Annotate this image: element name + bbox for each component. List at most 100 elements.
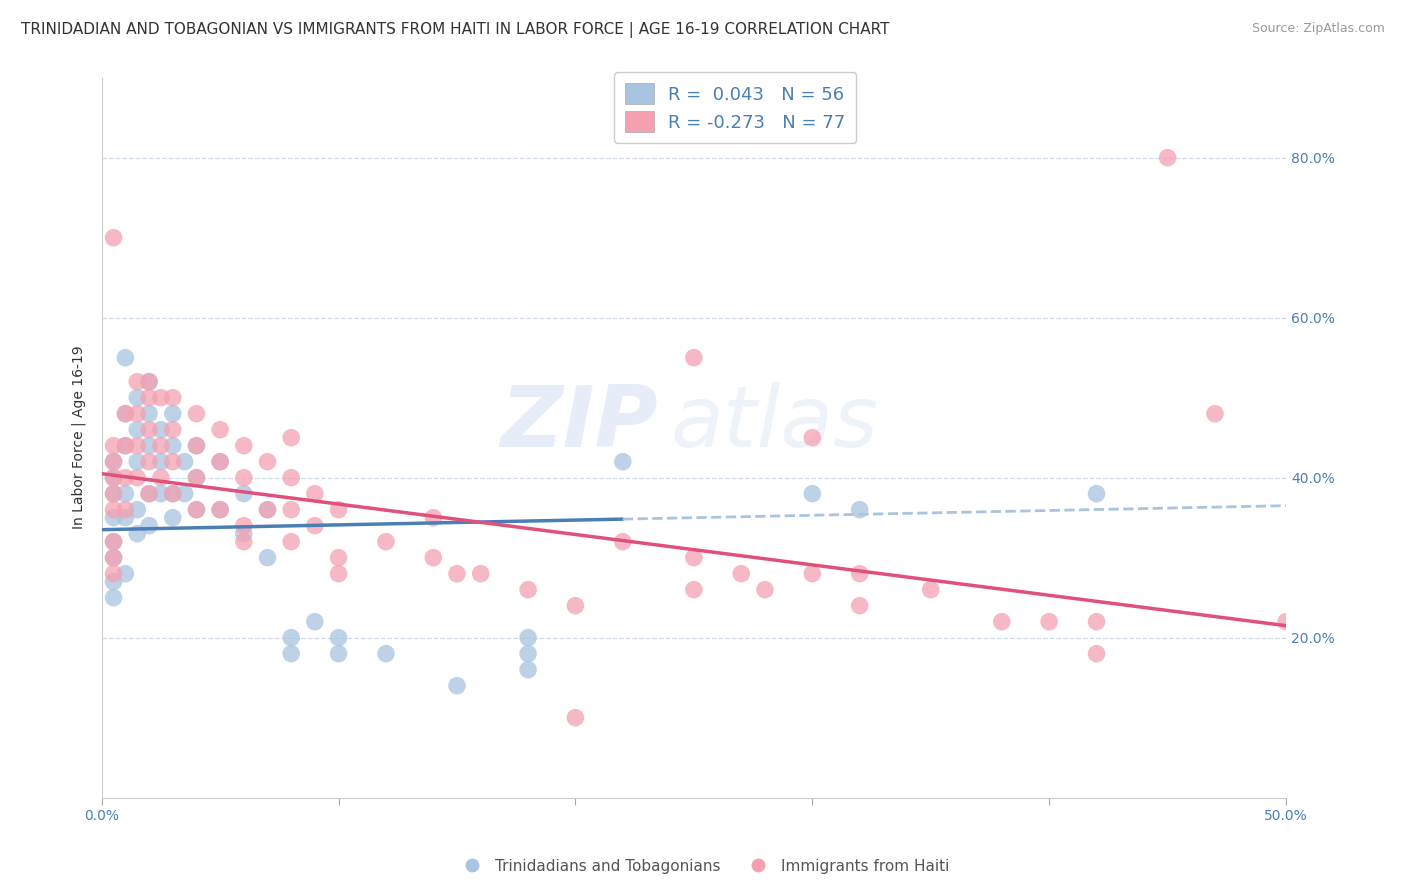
Point <box>138 391 160 405</box>
Point <box>138 423 160 437</box>
Point <box>517 631 540 645</box>
Point <box>280 471 302 485</box>
Point <box>186 439 208 453</box>
Point <box>683 550 706 565</box>
Point <box>280 534 302 549</box>
Legend: R =  0.043   N = 56, R = -0.273   N = 77: R = 0.043 N = 56, R = -0.273 N = 77 <box>614 72 856 143</box>
Point <box>730 566 752 581</box>
Point <box>103 455 125 469</box>
Point <box>801 566 824 581</box>
Point <box>280 431 302 445</box>
Point <box>517 582 540 597</box>
Point <box>114 439 136 453</box>
Point <box>173 486 195 500</box>
Point <box>232 439 254 453</box>
Point <box>848 566 870 581</box>
Text: ZIP: ZIP <box>501 382 658 465</box>
Point <box>138 439 160 453</box>
Point <box>162 455 184 469</box>
Point <box>149 423 172 437</box>
Point <box>162 391 184 405</box>
Point <box>162 423 184 437</box>
Point <box>375 534 398 549</box>
Point <box>162 439 184 453</box>
Point <box>801 486 824 500</box>
Point <box>991 615 1014 629</box>
Point <box>256 550 278 565</box>
Point <box>149 455 172 469</box>
Point <box>127 439 149 453</box>
Point <box>848 502 870 516</box>
Point <box>186 471 208 485</box>
Point <box>127 423 149 437</box>
Point <box>114 510 136 524</box>
Point <box>127 375 149 389</box>
Point <box>232 518 254 533</box>
Point <box>446 679 468 693</box>
Point <box>149 471 172 485</box>
Point <box>138 375 160 389</box>
Point <box>280 647 302 661</box>
Point <box>186 439 208 453</box>
Point <box>470 566 492 581</box>
Point <box>103 486 125 500</box>
Point <box>114 407 136 421</box>
Point <box>138 486 160 500</box>
Point <box>564 711 586 725</box>
Point <box>801 431 824 445</box>
Point <box>127 526 149 541</box>
Point <box>127 407 149 421</box>
Point <box>127 471 149 485</box>
Point <box>103 574 125 589</box>
Point <box>209 502 232 516</box>
Point <box>103 455 125 469</box>
Point <box>304 518 326 533</box>
Point <box>127 391 149 405</box>
Point <box>138 375 160 389</box>
Point <box>114 439 136 453</box>
Point <box>564 599 586 613</box>
Point <box>517 663 540 677</box>
Point <box>138 486 160 500</box>
Point <box>304 486 326 500</box>
Point <box>1085 615 1108 629</box>
Point <box>149 439 172 453</box>
Point <box>232 534 254 549</box>
Point <box>103 471 125 485</box>
Point <box>1085 486 1108 500</box>
Point <box>103 439 125 453</box>
Point <box>114 471 136 485</box>
Point <box>256 502 278 516</box>
Point <box>280 631 302 645</box>
Point <box>517 647 540 661</box>
Point <box>103 550 125 565</box>
Point <box>422 550 444 565</box>
Point <box>103 230 125 244</box>
Text: Source: ZipAtlas.com: Source: ZipAtlas.com <box>1251 22 1385 36</box>
Point <box>186 502 208 516</box>
Text: TRINIDADIAN AND TOBAGONIAN VS IMMIGRANTS FROM HAITI IN LABOR FORCE | AGE 16-19 C: TRINIDADIAN AND TOBAGONIAN VS IMMIGRANTS… <box>21 22 890 38</box>
Point <box>162 510 184 524</box>
Point <box>446 566 468 581</box>
Point <box>186 471 208 485</box>
Point <box>138 518 160 533</box>
Point <box>103 591 125 605</box>
Point <box>612 534 634 549</box>
Point <box>209 455 232 469</box>
Point <box>232 526 254 541</box>
Point <box>138 455 160 469</box>
Point <box>186 407 208 421</box>
Point <box>920 582 942 597</box>
Point <box>127 455 149 469</box>
Point <box>114 502 136 516</box>
Point <box>209 423 232 437</box>
Point <box>103 534 125 549</box>
Point <box>328 631 350 645</box>
Point <box>1204 407 1226 421</box>
Point <box>103 510 125 524</box>
Point <box>103 486 125 500</box>
Point <box>232 471 254 485</box>
Point <box>103 502 125 516</box>
Point <box>114 407 136 421</box>
Point <box>103 566 125 581</box>
